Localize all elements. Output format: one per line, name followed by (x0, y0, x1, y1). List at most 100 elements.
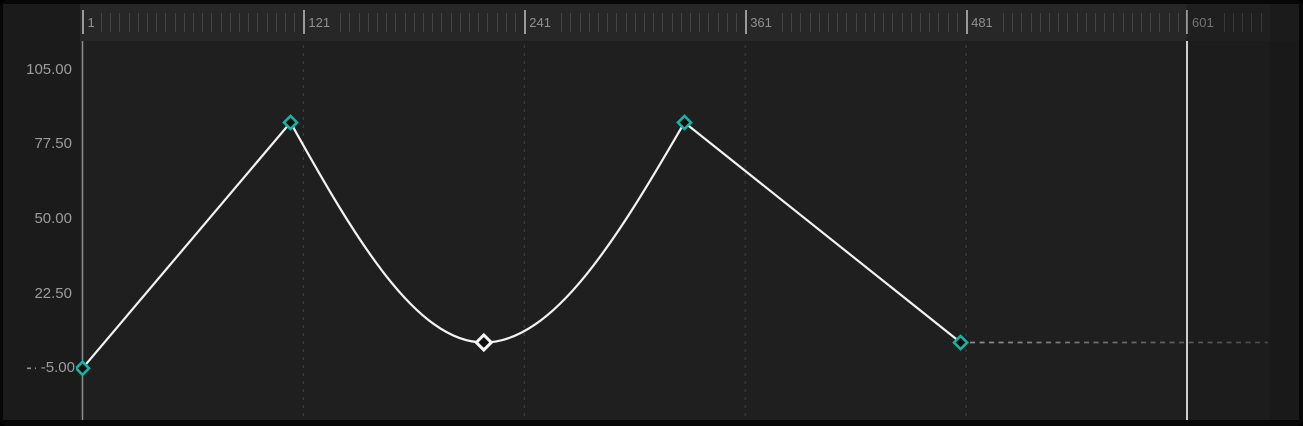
keyframe-diamond-selected[interactable] (474, 332, 494, 353)
ruler-minor-tick (1067, 13, 1069, 32)
y-axis-label: -5.00 (36, 359, 76, 378)
ruler-minor-tick (837, 13, 839, 32)
ruler-minor-tick (1242, 13, 1244, 32)
ruler-minor-tick (699, 13, 701, 32)
ruler-minor-tick (864, 13, 866, 32)
y-axis-label: 77.50 (34, 135, 72, 153)
ruler-minor-tick (726, 13, 728, 32)
ruler-minor-tick (1012, 13, 1014, 32)
ruler-minor-tick (487, 13, 489, 32)
ruler-minor-tick (1058, 13, 1060, 32)
ruler-minor-tick (515, 13, 517, 32)
ruler-tick-label: 241 (529, 15, 551, 30)
ruler-minor-tick (266, 13, 268, 32)
ruler-minor-tick (910, 13, 912, 32)
ruler-minor-tick (855, 13, 857, 32)
ruler-major-tick (523, 10, 526, 34)
ruler-minor-tick (1048, 13, 1050, 32)
ruler-minor-tick (349, 13, 351, 32)
ruler-minor-tick (607, 13, 609, 32)
ruler-minor-tick (708, 13, 710, 32)
ruler-minor-tick (1168, 13, 1170, 32)
ruler-minor-tick (1223, 13, 1225, 32)
ruler-minor-tick (1021, 13, 1023, 32)
ruler-minor-tick (579, 13, 581, 32)
ruler-major-tick (1186, 10, 1189, 34)
ruler-minor-tick (874, 13, 876, 32)
ruler-minor-tick (920, 13, 922, 32)
ruler-tick-label: 481 (971, 15, 993, 30)
ruler-minor-tick (1260, 13, 1262, 32)
ruler-minor-tick (689, 13, 691, 32)
ruler-minor-tick (653, 13, 655, 32)
ruler-minor-tick (358, 13, 360, 32)
ruler-minor-tick (1233, 13, 1235, 32)
ruler-minor-tick (183, 13, 185, 32)
ruler-minor-tick (1039, 13, 1041, 32)
ruler-minor-tick (248, 13, 250, 32)
ruler-minor-tick (367, 13, 369, 32)
ruler-minor-tick (634, 13, 636, 32)
ruler-minor-tick (1094, 13, 1096, 32)
ruler-minor-tick (110, 13, 112, 32)
ruler-minor-tick (1122, 13, 1124, 32)
ruler-minor-tick (423, 13, 425, 32)
keyframe-diamond[interactable] (676, 114, 693, 131)
keyframe-diamond[interactable] (74, 359, 91, 377)
ruler-major-tick (302, 10, 305, 34)
ruler-minor-tick (662, 13, 664, 32)
ruler-minor-tick (211, 13, 213, 32)
ruler-minor-tick (883, 13, 885, 32)
ruler-minor-tick (1030, 13, 1032, 32)
ruler-minor-tick (1177, 13, 1179, 32)
ruler-minor-tick (643, 13, 645, 32)
ruler-minor-tick (340, 13, 342, 32)
ruler-minor-tick (938, 13, 940, 32)
beyond-end-shade-ruler (1186, 4, 1299, 41)
ruler-minor-tick (441, 13, 443, 32)
ruler-minor-tick (1140, 13, 1142, 32)
ruler-major-tick (744, 10, 747, 34)
ruler-minor-tick (717, 13, 719, 32)
ruler-tick-label: 361 (750, 15, 772, 30)
y-axis-label: 22.50 (34, 284, 72, 302)
ruler-minor-tick (294, 13, 296, 32)
ruler-minor-tick (1150, 13, 1152, 32)
ruler-minor-tick (561, 13, 563, 32)
ruler-minor-tick (220, 13, 222, 32)
ruler-minor-tick (818, 13, 820, 32)
ruler-minor-tick (202, 13, 204, 32)
ruler-minor-tick (229, 13, 231, 32)
ruler-minor-tick (395, 13, 397, 32)
ruler-minor-tick (100, 13, 102, 32)
ruler-minor-tick (735, 13, 737, 32)
ruler-minor-tick (377, 13, 379, 32)
far-right-shade (1270, 4, 1299, 420)
ruler-minor-tick (432, 13, 434, 32)
ruler-minor-tick (192, 13, 194, 32)
ruler-minor-tick (1113, 13, 1115, 32)
ruler-minor-tick (929, 13, 931, 32)
ruler-minor-tick (1104, 13, 1106, 32)
ruler-minor-tick (1131, 13, 1133, 32)
timeline-ruler[interactable]: 1 121 241 361 481 601 (3, 4, 1299, 41)
ruler-minor-tick (680, 13, 682, 32)
ruler-minor-tick (496, 13, 498, 32)
ruler-minor-tick (809, 13, 811, 32)
ruler-minor-tick (800, 13, 802, 32)
keyframe-diamond[interactable] (282, 114, 299, 131)
ruler-minor-tick (478, 13, 480, 32)
ruler-minor-tick (1076, 13, 1078, 32)
ruler-minor-tick (404, 13, 406, 32)
keyframe-diamond[interactable] (952, 334, 969, 351)
ruler-minor-tick (846, 13, 848, 32)
ruler-minor-tick (1002, 13, 1004, 32)
ruler-minor-tick (469, 13, 471, 32)
ruler-minor-tick (156, 13, 158, 32)
y-axis-label: 105.00 (26, 60, 72, 78)
ruler-minor-tick (146, 13, 148, 32)
ruler-minor-tick (588, 13, 590, 32)
